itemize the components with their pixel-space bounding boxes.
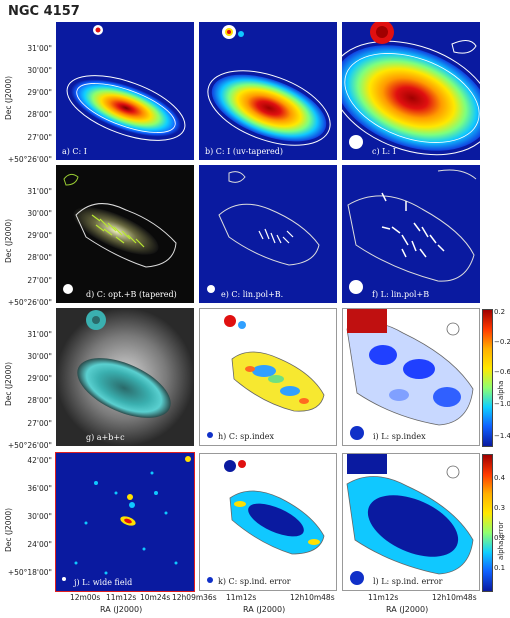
panel-label: g) a+b+c [86,433,125,442]
x-tick: 11m12s [368,593,399,602]
figure-title: NGC 4157 [8,4,80,19]
y-tick: 28'00" [27,110,52,119]
y-tick: +50°26'00" [7,155,52,164]
panel-a: a) C: I [56,22,194,160]
x-tick: 12h09m36s [172,593,217,602]
colorbar-tick: −1.0 [494,400,510,408]
y-axis-label: Dec (J2000) [4,361,13,406]
colorbar-tick: 0.1 [494,564,506,572]
colorbar-label: alpha [497,380,505,400]
x-axis-label: RA (J2000) [386,605,429,614]
y-tick: 28'00" [27,253,52,262]
panel-b: b) C: I (uv-tapered) [199,22,337,160]
panel-d: d) C: opt.+B (tapered) [56,165,194,303]
panel-i: i) L: sp.index [342,308,480,446]
panel-label: d) C: opt.+B (tapered) [86,290,177,299]
colorbar-tick: 0.4 [494,474,506,482]
x-tick: 12h10m48s [432,593,477,602]
y-tick: 42'00" [27,456,52,465]
panel-label: c) L: I [372,147,396,156]
y-axis-label: Dec (J2000) [4,507,13,552]
x-axis-label: RA (J2000) [243,605,286,614]
y-tick: 27'00" [27,133,52,142]
panel-e: e) C: lin.pol+B. [199,165,337,303]
y-tick: 30'00" [27,209,52,218]
y-axis-label: Dec (J2000) [4,75,13,120]
colorbar-tick: 0.3 [494,504,506,512]
x-tick: 12m00s [70,593,101,602]
y-tick: 31'00" [27,330,52,339]
panel-label: a) C: I [62,147,87,156]
colorbar-alpha [482,309,493,447]
y-tick: 29'00" [27,88,52,97]
panel-c: c) L: I [342,22,480,160]
colorbar-tick: 0.2 [494,308,506,316]
x-tick: 11m12s [106,593,137,602]
x-tick: 11m12s [226,593,257,602]
panel-label: l) L: sp.ind. error [373,577,443,586]
panel-j: j) L: wide field [55,452,195,592]
y-tick: 30'00" [27,512,52,521]
panel-label: f) L: lin.pol+B [372,290,430,299]
y-tick: 29'00" [27,374,52,383]
panel-k: k) C: sp.ind. error [199,453,337,591]
y-tick: +50°18'00" [7,568,52,577]
y-tick: +50°26'00" [7,441,52,450]
colorbar-label: alpha error [497,521,505,560]
y-tick: 24'00" [27,540,52,549]
panel-l: l) L: sp.ind. error [342,453,480,591]
y-tick: 30'00" [27,66,52,75]
y-tick: 31'00" [27,187,52,196]
colorbar-tick: −1.4 [494,432,510,440]
y-tick: 27'00" [27,419,52,428]
colorbar-tick: −0.6 [494,368,510,376]
panel-label: h) C: sp.index [218,432,275,441]
x-tick: 10m24s [140,593,171,602]
panel-label: j) L: wide field [74,578,133,587]
colorbar-error [482,454,493,592]
y-tick: 31'00" [27,44,52,53]
panel-h: h) C: sp.index [199,308,337,446]
y-tick: 27'00" [27,276,52,285]
y-tick: 28'00" [27,396,52,405]
panel-label: k) C: sp.ind. error [218,577,291,586]
panel-label: i) L: sp.index [373,432,426,441]
x-tick: 12h10m48s [290,593,335,602]
colorbar-tick: 0.2 [494,534,506,542]
y-tick: 29'00" [27,231,52,240]
colorbar-tick: −0.2 [494,338,510,346]
y-tick: 30'00" [27,352,52,361]
y-tick: +50°26'00" [7,298,52,307]
panel-f: f) L: lin.pol+B [342,165,480,303]
panel-g: g) a+b+c [56,308,194,446]
y-axis-label: Dec (J2000) [4,218,13,263]
x-axis-label: RA (J2000) [100,605,143,614]
y-tick: 36'00" [27,484,52,493]
panel-label: b) C: I (uv-tapered) [205,147,283,156]
panel-label: e) C: lin.pol+B. [221,290,284,299]
